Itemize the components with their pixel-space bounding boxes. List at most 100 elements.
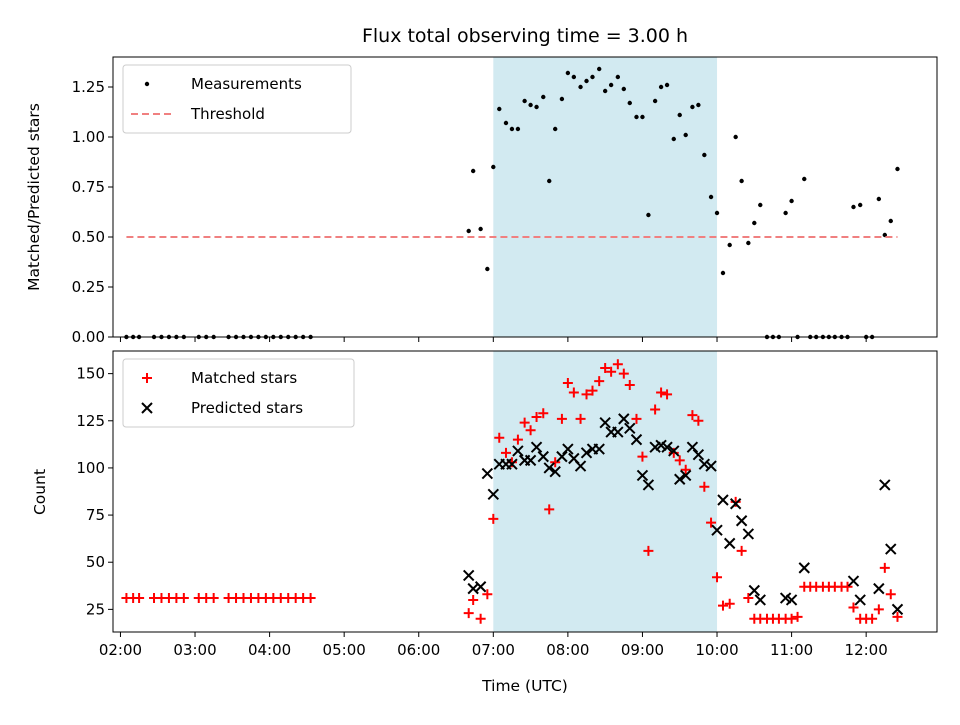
data-point — [714, 210, 720, 216]
data-point — [478, 226, 483, 232]
data-point — [677, 112, 682, 118]
data-point — [674, 455, 685, 466]
y-tick-label: 25 — [86, 600, 105, 618]
data-point — [487, 488, 500, 501]
data-point — [547, 178, 552, 184]
data-point — [509, 126, 515, 132]
data-point — [515, 126, 521, 132]
data-point — [468, 594, 479, 605]
data-point — [668, 445, 680, 457]
data-point — [783, 210, 788, 216]
data-point — [549, 465, 561, 478]
data-point — [885, 543, 897, 555]
data-point — [550, 457, 561, 468]
data-point — [587, 385, 598, 396]
y-tick-label: 125 — [76, 412, 105, 430]
data-point — [891, 603, 904, 616]
y-axis-label-bottom: Count — [31, 469, 49, 515]
data-point — [671, 136, 676, 142]
data-point — [624, 422, 636, 435]
data-point — [705, 460, 717, 472]
data-point — [640, 114, 645, 120]
data-point — [680, 464, 691, 475]
data-point — [512, 445, 524, 457]
y-tick-label: 1.00 — [72, 128, 105, 146]
data-point — [463, 608, 474, 619]
axes-frame — [112, 350, 938, 633]
data-point — [524, 454, 537, 467]
data-point — [711, 524, 723, 536]
data-point — [481, 467, 494, 480]
data-point — [723, 537, 736, 550]
data-point — [708, 194, 714, 200]
x-tick-label: 10:00 — [695, 641, 738, 659]
data-point — [575, 413, 586, 424]
data-point — [500, 447, 511, 458]
data-point — [178, 593, 189, 604]
data-point — [712, 572, 723, 583]
data-point — [553, 126, 558, 132]
data-point — [785, 594, 798, 606]
x-tick-label: 06:00 — [397, 641, 440, 659]
data-point — [537, 450, 549, 463]
data-point — [544, 504, 555, 515]
data-point — [593, 443, 605, 455]
data-point — [574, 460, 587, 472]
data-point — [475, 613, 486, 624]
data-point — [727, 242, 732, 248]
x-tick-label: 03:00 — [173, 641, 216, 659]
data-point — [847, 575, 860, 587]
data-point — [730, 496, 741, 507]
data-point — [662, 389, 673, 400]
x-tick-label: 07:00 — [472, 641, 515, 659]
data-point — [565, 70, 571, 76]
x-tick-label: 08:00 — [546, 641, 589, 659]
data-point — [305, 593, 316, 604]
data-point — [674, 473, 686, 485]
data-point — [543, 462, 555, 474]
data-point — [702, 152, 707, 158]
data-point — [758, 202, 763, 208]
y-tick-label: 150 — [76, 365, 105, 383]
data-point — [618, 368, 629, 379]
data-point — [580, 447, 593, 459]
data-point — [571, 74, 577, 80]
data-point — [851, 204, 856, 210]
data-point — [497, 106, 502, 112]
y-tick-label: 50 — [86, 553, 105, 571]
data-point — [491, 164, 496, 170]
data-point — [692, 449, 705, 461]
data-point — [664, 82, 670, 88]
data-point — [789, 198, 794, 204]
x-tick-label: 11:00 — [770, 641, 813, 659]
data-point — [735, 515, 748, 527]
data-point — [470, 168, 476, 174]
data-point — [724, 598, 735, 609]
data-point — [556, 413, 567, 424]
y-tick-label: 0.25 — [72, 278, 105, 296]
data-point — [534, 104, 539, 110]
data-point — [562, 378, 573, 389]
data-point — [879, 479, 891, 491]
data-point — [503, 120, 509, 126]
data-point — [618, 413, 630, 425]
data-point — [686, 441, 699, 453]
data-point — [746, 240, 751, 246]
data-point — [733, 134, 738, 140]
legend-label: Threshold — [190, 105, 265, 123]
legend-label: Measurements — [191, 75, 302, 93]
x-tick-label: 05:00 — [323, 641, 366, 659]
x-tick-label: 12:00 — [845, 641, 888, 659]
legend: Measurements Threshold — [122, 64, 352, 134]
data-point — [879, 562, 890, 573]
data-point — [642, 479, 655, 491]
data-point — [636, 469, 649, 482]
data-point — [690, 104, 695, 110]
data-point — [482, 589, 493, 600]
data-point — [615, 74, 621, 80]
series-predicted-stars — [462, 413, 904, 616]
data-point — [525, 425, 536, 436]
data-point — [522, 98, 527, 104]
data-point — [892, 611, 903, 622]
